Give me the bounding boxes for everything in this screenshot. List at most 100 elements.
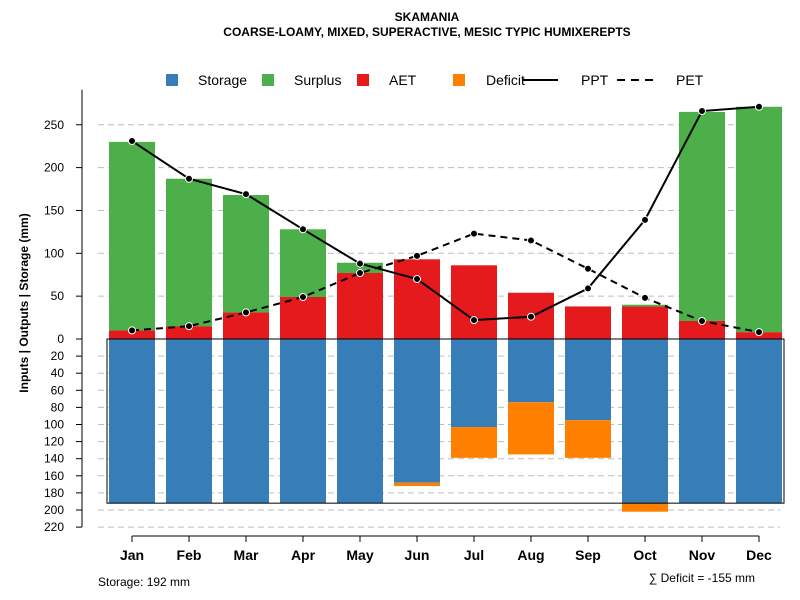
ppt-point-jun [413,275,421,284]
x-tick-label-oct: Oct [633,547,657,563]
x-tick-label-jun: Jun [405,547,430,563]
storage-bar-nov [679,339,725,504]
pet-point-dec [755,328,763,337]
pet-point-oct [641,293,649,302]
x-tick-label-jul: Jul [464,547,484,563]
pet-point-sep [584,264,592,273]
aet-bar-jun [394,259,440,339]
y-tick-label: 200 [44,503,64,517]
legend-swatch-deficit [453,74,465,86]
storage-bar-jul [451,339,497,428]
y-tick-label: 0 [57,332,64,346]
aet-bar-jan [109,330,155,339]
y-axis-label: Inputs | Outputs | Storage (mm) [17,213,31,392]
legend-label-deficit: Deficit [486,72,525,88]
pet-line [131,232,760,334]
storage-bar-jan [109,339,155,504]
y-tick-label: 50 [51,289,65,303]
y-tick-label: 200 [44,161,64,175]
aet-bar-apr [280,297,326,339]
surplus-bar-nov [679,111,725,322]
x-tick-label-apr: Apr [291,547,316,563]
ppt-point-jan [128,137,136,146]
aet-bar-may [337,273,383,339]
upper-bars [109,106,782,339]
chart-subtitle: COARSE-LOAMY, MIXED, SUPERACTIVE, MESIC … [223,25,630,39]
pet-point-may [356,269,364,278]
surplus-bar-feb [166,178,212,327]
pet-point-jul [470,229,478,238]
x-axis: Jan Feb Mar Apr May Jun Jul Aug Sep Oct Nov Dec [120,535,772,563]
y-tick-label: 250 [44,118,64,132]
series-lines [128,102,763,337]
pet-point-nov [698,317,706,326]
surplus-bar-may [337,262,383,274]
y-tick-label: 80 [51,400,65,414]
ppt-point-may [356,259,364,268]
y-tick-label: 160 [44,469,64,483]
surplus-bar-oct [622,304,668,307]
pet-point-aug [527,236,535,245]
legend-label-ppt: PPT [581,72,609,88]
x-tick-label-mar: Mar [234,547,259,563]
surplus-bar-jan [109,141,155,331]
storage-bar-jun [394,339,440,483]
x-tick-label-sep: Sep [575,547,601,563]
pet-point-jan [128,326,136,335]
ppt-point-mar [242,190,250,199]
deficit-bar-jul [451,427,497,458]
y-axis: 0 50 100 150 200 250 20 40 60 80 100 120 140 160 180 20… [44,89,83,534]
aet-bar-oct [622,306,668,339]
pet-point-feb [185,322,193,331]
x-tick-label-dec: Dec [746,547,772,563]
storage-note: Storage: 192 mm [98,575,190,589]
deficit-bar-sep [565,420,611,458]
y-tick-label: 220 [44,520,64,534]
legend-swatch-storage [166,74,178,86]
x-tick-label-may: May [346,547,373,563]
ppt-point-apr [299,225,307,234]
y-tick-label: 20 [51,349,65,363]
storage-bar-oct [622,339,668,504]
pet-point-mar [242,308,250,317]
aet-bar-sep [565,306,611,339]
lower-bars [109,339,782,512]
deficit-note: ∑ Deficit = -155 mm [649,571,755,585]
storage-bar-sep [565,339,611,421]
y-tick-label: 40 [51,366,65,380]
ppt-point-nov [698,107,706,116]
pet-point-jun [413,251,421,260]
x-tick-label-nov: Nov [689,547,716,563]
y-tick-label: 100 [44,246,64,260]
storage-bar-may [337,339,383,504]
ppt-point-oct [641,215,649,224]
x-tick-label-aug: Aug [517,547,544,563]
legend-label-surplus: Surplus [294,72,341,88]
pet-point-apr [299,293,307,302]
x-tick-label-feb: Feb [177,547,202,563]
y-tick-label: 140 [44,452,64,466]
legend-swatch-surplus [262,74,274,86]
ppt-point-aug [527,312,535,321]
y-tick-label: 60 [51,383,65,397]
storage-bar-feb [166,339,212,504]
storage-bar-aug [508,339,554,403]
ppt-point-feb [185,174,193,183]
y-tick-label: 100 [44,418,64,432]
surplus-bar-apr [280,229,326,298]
ppt-point-sep [584,284,592,293]
surplus-bar-mar [223,195,269,313]
storage-bar-apr [280,339,326,504]
storage-frame [106,338,785,504]
storage-bar-dec [736,339,782,504]
y-tick-label: 120 [44,435,64,449]
chart-legend: Storage Surplus AET Deficit PPT PET [166,72,704,88]
legend-label-pet: PET [676,72,704,88]
ppt-point-jul [470,316,478,325]
y-tick-label: 150 [44,203,64,217]
surplus-bar-dec [736,106,782,333]
deficit-bar-oct [622,503,668,512]
legend-label-storage: Storage [198,72,247,88]
ppt-line [131,105,760,322]
